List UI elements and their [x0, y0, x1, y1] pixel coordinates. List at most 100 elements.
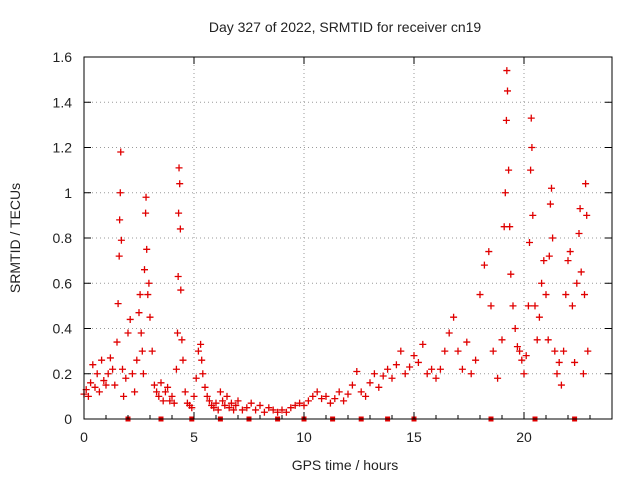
- data-point: [141, 266, 148, 274]
- data-point: [181, 388, 189, 396]
- data-point: [89, 361, 97, 369]
- data-point: [117, 148, 125, 156]
- data-point: [174, 272, 182, 280]
- data-point: [524, 302, 532, 310]
- data-point: [150, 381, 158, 389]
- data-point: [113, 338, 121, 346]
- data-point: [362, 392, 370, 400]
- data-point: [379, 372, 387, 380]
- data-point: [153, 388, 161, 396]
- data-point: [95, 388, 103, 396]
- data-point: [161, 388, 169, 396]
- data-point: [172, 365, 180, 373]
- y-tick-label: 0: [64, 411, 72, 427]
- data-point: [564, 257, 572, 265]
- data-point: [120, 392, 128, 400]
- data-point: [545, 252, 553, 260]
- data-point: [583, 211, 591, 219]
- data-point: [114, 300, 122, 308]
- data-point: [551, 347, 559, 355]
- data-point: [146, 313, 154, 321]
- data-point: [116, 216, 124, 224]
- data-point: [406, 363, 414, 371]
- data-point: [582, 180, 590, 188]
- data-point: [520, 370, 528, 378]
- data-point: [139, 370, 147, 378]
- data-point: [445, 329, 453, 337]
- axis-ticks: 0 0.2 0.4 0.6 0.8 1 1.2 1.4 1.6 0 5 10 15 20: [53, 49, 612, 445]
- data-point: [476, 291, 484, 299]
- data-point: [344, 390, 352, 398]
- data-point: [513, 343, 521, 351]
- data-point: [300, 401, 308, 409]
- data-point: [203, 392, 211, 400]
- data-point: [487, 302, 495, 310]
- data-point: [221, 401, 229, 409]
- data-point: [506, 223, 514, 231]
- data-point: [176, 225, 184, 233]
- data-point: [454, 347, 462, 355]
- data-point: [535, 313, 543, 321]
- data-point: [256, 401, 264, 409]
- data-point: [175, 164, 183, 172]
- data-point: [179, 356, 187, 364]
- data-point: [98, 356, 106, 364]
- data-point: [410, 352, 418, 360]
- data-point: [489, 347, 497, 355]
- data-point: [531, 302, 539, 310]
- data-point: [335, 388, 343, 396]
- y-tick-label: 0.6: [53, 275, 73, 291]
- data-point: [575, 229, 583, 237]
- data-point: [159, 397, 167, 405]
- data-point: [138, 347, 146, 355]
- grid-lines: [84, 57, 612, 419]
- data-point: [480, 261, 488, 269]
- data-point: [548, 184, 555, 192]
- data-point: [178, 336, 186, 344]
- data-point: [414, 358, 422, 366]
- data-point: [223, 392, 231, 400]
- data-point: [104, 370, 112, 378]
- data-point: [549, 234, 557, 242]
- data-point: [205, 397, 213, 405]
- data-point: [274, 408, 282, 416]
- data-point: [467, 370, 475, 378]
- data-point: [331, 395, 339, 403]
- x-tick-label: 15: [406, 429, 422, 445]
- data-point: [109, 365, 117, 373]
- data-point: [313, 388, 321, 396]
- data-point: [528, 144, 536, 151]
- data-point: [542, 291, 550, 299]
- data-point: [155, 392, 163, 400]
- data-point: [441, 347, 449, 355]
- data-point: [296, 399, 304, 407]
- data-point: [538, 279, 546, 287]
- data-point: [388, 374, 396, 382]
- data-point: [577, 268, 585, 276]
- data-point: [546, 200, 554, 208]
- data-point: [116, 189, 124, 197]
- data-point: [503, 67, 511, 75]
- data-point: [581, 291, 588, 299]
- y-tick-label: 0.2: [53, 366, 73, 382]
- data-point: [238, 406, 246, 414]
- data-point: [174, 329, 181, 337]
- data-point: [177, 286, 185, 294]
- data-point: [260, 408, 268, 416]
- data-point: [571, 358, 579, 366]
- data-point: [318, 395, 326, 403]
- data-point: [190, 392, 198, 400]
- data-point: [419, 340, 427, 348]
- data-point: [188, 404, 196, 412]
- data-point: [357, 388, 365, 396]
- data-point: [227, 399, 235, 407]
- x-axis-label: GPS time / hours: [292, 457, 399, 473]
- data-point: [353, 367, 361, 375]
- data-point: [145, 279, 153, 287]
- data-point: [568, 302, 576, 310]
- y-axis-label: SRMTID / TECUs: [7, 183, 23, 293]
- data-point: [282, 408, 290, 416]
- data-point: [494, 374, 502, 382]
- data-point: [219, 397, 227, 405]
- data-point: [216, 388, 224, 396]
